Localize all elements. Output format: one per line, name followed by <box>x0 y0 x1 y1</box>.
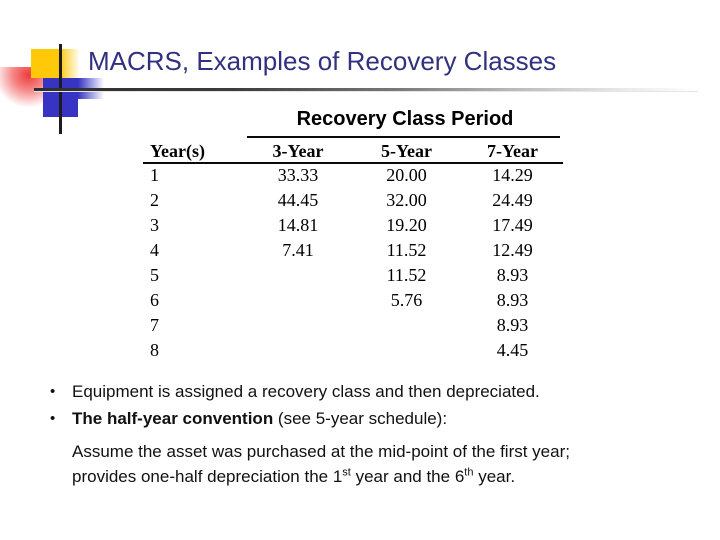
page-title: MACRS, Examples of Recovery Classes <box>88 46 557 76</box>
sub-note-text: provides one-half depreciation the 1 <box>72 467 343 486</box>
cell-year: 4 <box>150 239 159 260</box>
bullet-text: Equipment is assigned a recovery class a… <box>72 382 540 401</box>
table-header-row: Year(s) 3-Year 5-Year 7-Year <box>142 140 566 162</box>
cell-7yr: 17.49 <box>492 214 533 235</box>
table-heading-rule <box>247 136 560 138</box>
cell-5yr: 20.00 <box>386 164 427 185</box>
bullet-text-rest: (see 5-year schedule): <box>273 409 448 428</box>
sub-note-line-2: provides one-half depreciation the 1st y… <box>72 467 515 487</box>
cell-3yr <box>242 312 354 337</box>
cell-3yr <box>242 337 354 362</box>
cell-7yr: 8.93 <box>496 314 529 335</box>
bullet-item-2: • The half-year convention (see 5-year s… <box>50 409 447 429</box>
cell-year: 5 <box>150 264 159 285</box>
cell-3yr: 7.41 <box>282 239 314 260</box>
table-row: 1 33.33 20.00 14.29 <box>142 162 566 187</box>
cell-5yr: 19.20 <box>386 214 427 235</box>
cell-3yr <box>242 262 354 287</box>
cell-5yr: 5.76 <box>390 289 423 310</box>
cell-5yr: 11.52 <box>386 264 427 285</box>
sub-note-text: year and the 6 <box>350 467 465 486</box>
bullet-text: The half-year convention (see 5-year sch… <box>72 409 447 429</box>
cell-7yr: 8.93 <box>496 289 529 310</box>
cell-year: 8 <box>150 339 159 360</box>
cell-3yr: 44.45 <box>277 189 319 210</box>
cell-3yr <box>242 287 354 312</box>
cell-5yr <box>354 337 459 362</box>
cell-year: 1 <box>150 164 159 185</box>
table-row: 2 44.45 32.00 24.49 <box>142 187 566 212</box>
sub-note-text: year. <box>473 467 516 486</box>
superscript-st: st <box>342 466 351 479</box>
cell-7yr: 4.45 <box>496 339 529 360</box>
sub-note-line-1: Assume the asset was purchased at the mi… <box>72 442 570 461</box>
cell-5yr: 32.00 <box>386 189 427 210</box>
cell-3yr: 33.33 <box>277 164 319 185</box>
table-row: 5 11.52 8.93 <box>142 262 566 287</box>
table-row: 7 8.93 <box>142 312 566 337</box>
cell-7yr: 14.29 <box>492 164 533 185</box>
bullet-item-1: • Equipment is assigned a recovery class… <box>50 382 540 402</box>
recovery-table: Year(s) 3-Year 5-Year 7-Year 1 33.33 20.… <box>142 140 566 362</box>
column-header-3-year: 3-Year <box>272 140 324 161</box>
table-row: 3 14.81 19.20 17.49 <box>142 212 566 237</box>
table-row: 8 4.45 <box>142 337 566 362</box>
cell-7yr: 8.93 <box>496 264 529 285</box>
cell-year: 3 <box>150 214 159 235</box>
decoration-yellow-square <box>31 49 80 78</box>
table-row: 6 5.76 8.93 <box>142 287 566 312</box>
cell-3yr: 14.81 <box>277 214 319 235</box>
table-header-rule <box>143 162 563 164</box>
title-divider-rule <box>34 88 698 92</box>
cell-5yr <box>354 312 459 337</box>
cell-7yr: 24.49 <box>492 189 533 210</box>
bullet-marker: • <box>50 410 56 427</box>
column-header-7-year: 7-Year <box>487 140 538 161</box>
table-row: 4 7.41 11.52 12.49 <box>142 237 566 262</box>
bullet-marker: • <box>50 383 56 400</box>
cell-year: 7 <box>150 314 159 335</box>
superscript-th: th <box>464 466 474 479</box>
cell-year: 6 <box>150 289 159 310</box>
bullet-text-bold: The half-year convention <box>72 409 274 428</box>
column-header-years: Year(s) <box>150 140 205 161</box>
table-heading: Recovery Class Period <box>296 108 514 130</box>
cell-5yr: 11.52 <box>386 239 427 260</box>
cell-7yr: 12.49 <box>492 239 533 260</box>
column-header-5-year: 5-Year <box>381 140 432 161</box>
cell-year: 2 <box>150 189 159 210</box>
